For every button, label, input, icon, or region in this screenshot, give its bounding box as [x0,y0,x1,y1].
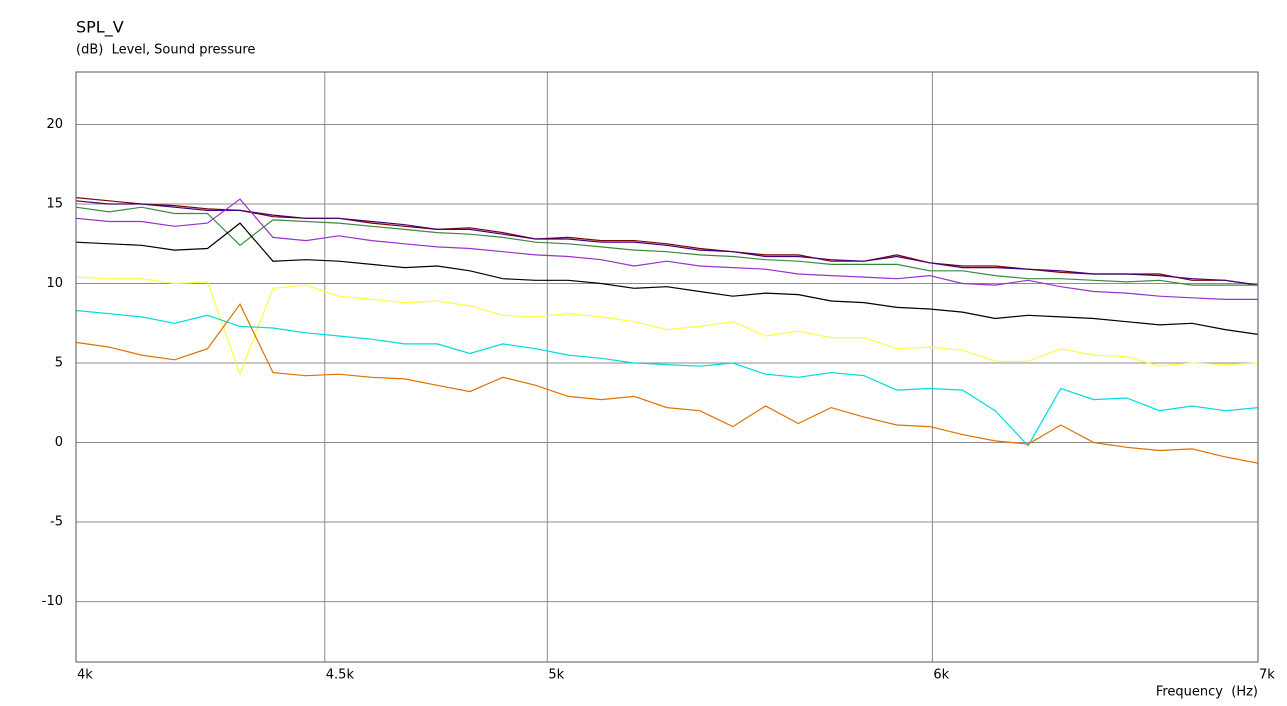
chart-subtitle: (dB) Level, Sound pressure [76,43,255,58]
data-line [75,222,1259,335]
data-line [75,309,1259,447]
chart-title: SPL_V [76,18,124,38]
x-tick-label: 4.5k [326,668,355,683]
data-line [75,200,1259,286]
y-tick-label: -10 [42,594,63,609]
x-axis-label: Frequency (Hz) [1156,685,1258,700]
data-line [75,197,1259,286]
data-line [75,206,1258,286]
data-line [75,276,1259,376]
plot-border [75,71,1259,663]
plot-area: -10 -5 0 5 10 15 20 4k 4.5k 5k 6k 7k [42,71,1275,683]
y-tick-label: 5 [55,356,63,371]
y-tick-label: 20 [46,117,63,132]
y-tick-label: -5 [50,515,63,530]
data-line [75,198,1258,300]
x-tick-label: 6k [933,668,949,683]
y-tick-label: 0 [55,435,63,450]
x-tick-label: 4k [77,668,93,683]
data-line [75,303,1259,464]
y-tick-label: 10 [46,276,63,291]
y-tick-label: 15 [46,196,63,211]
x-tick-label: 5k [548,668,564,683]
x-tick-label: 7k [1259,668,1275,683]
